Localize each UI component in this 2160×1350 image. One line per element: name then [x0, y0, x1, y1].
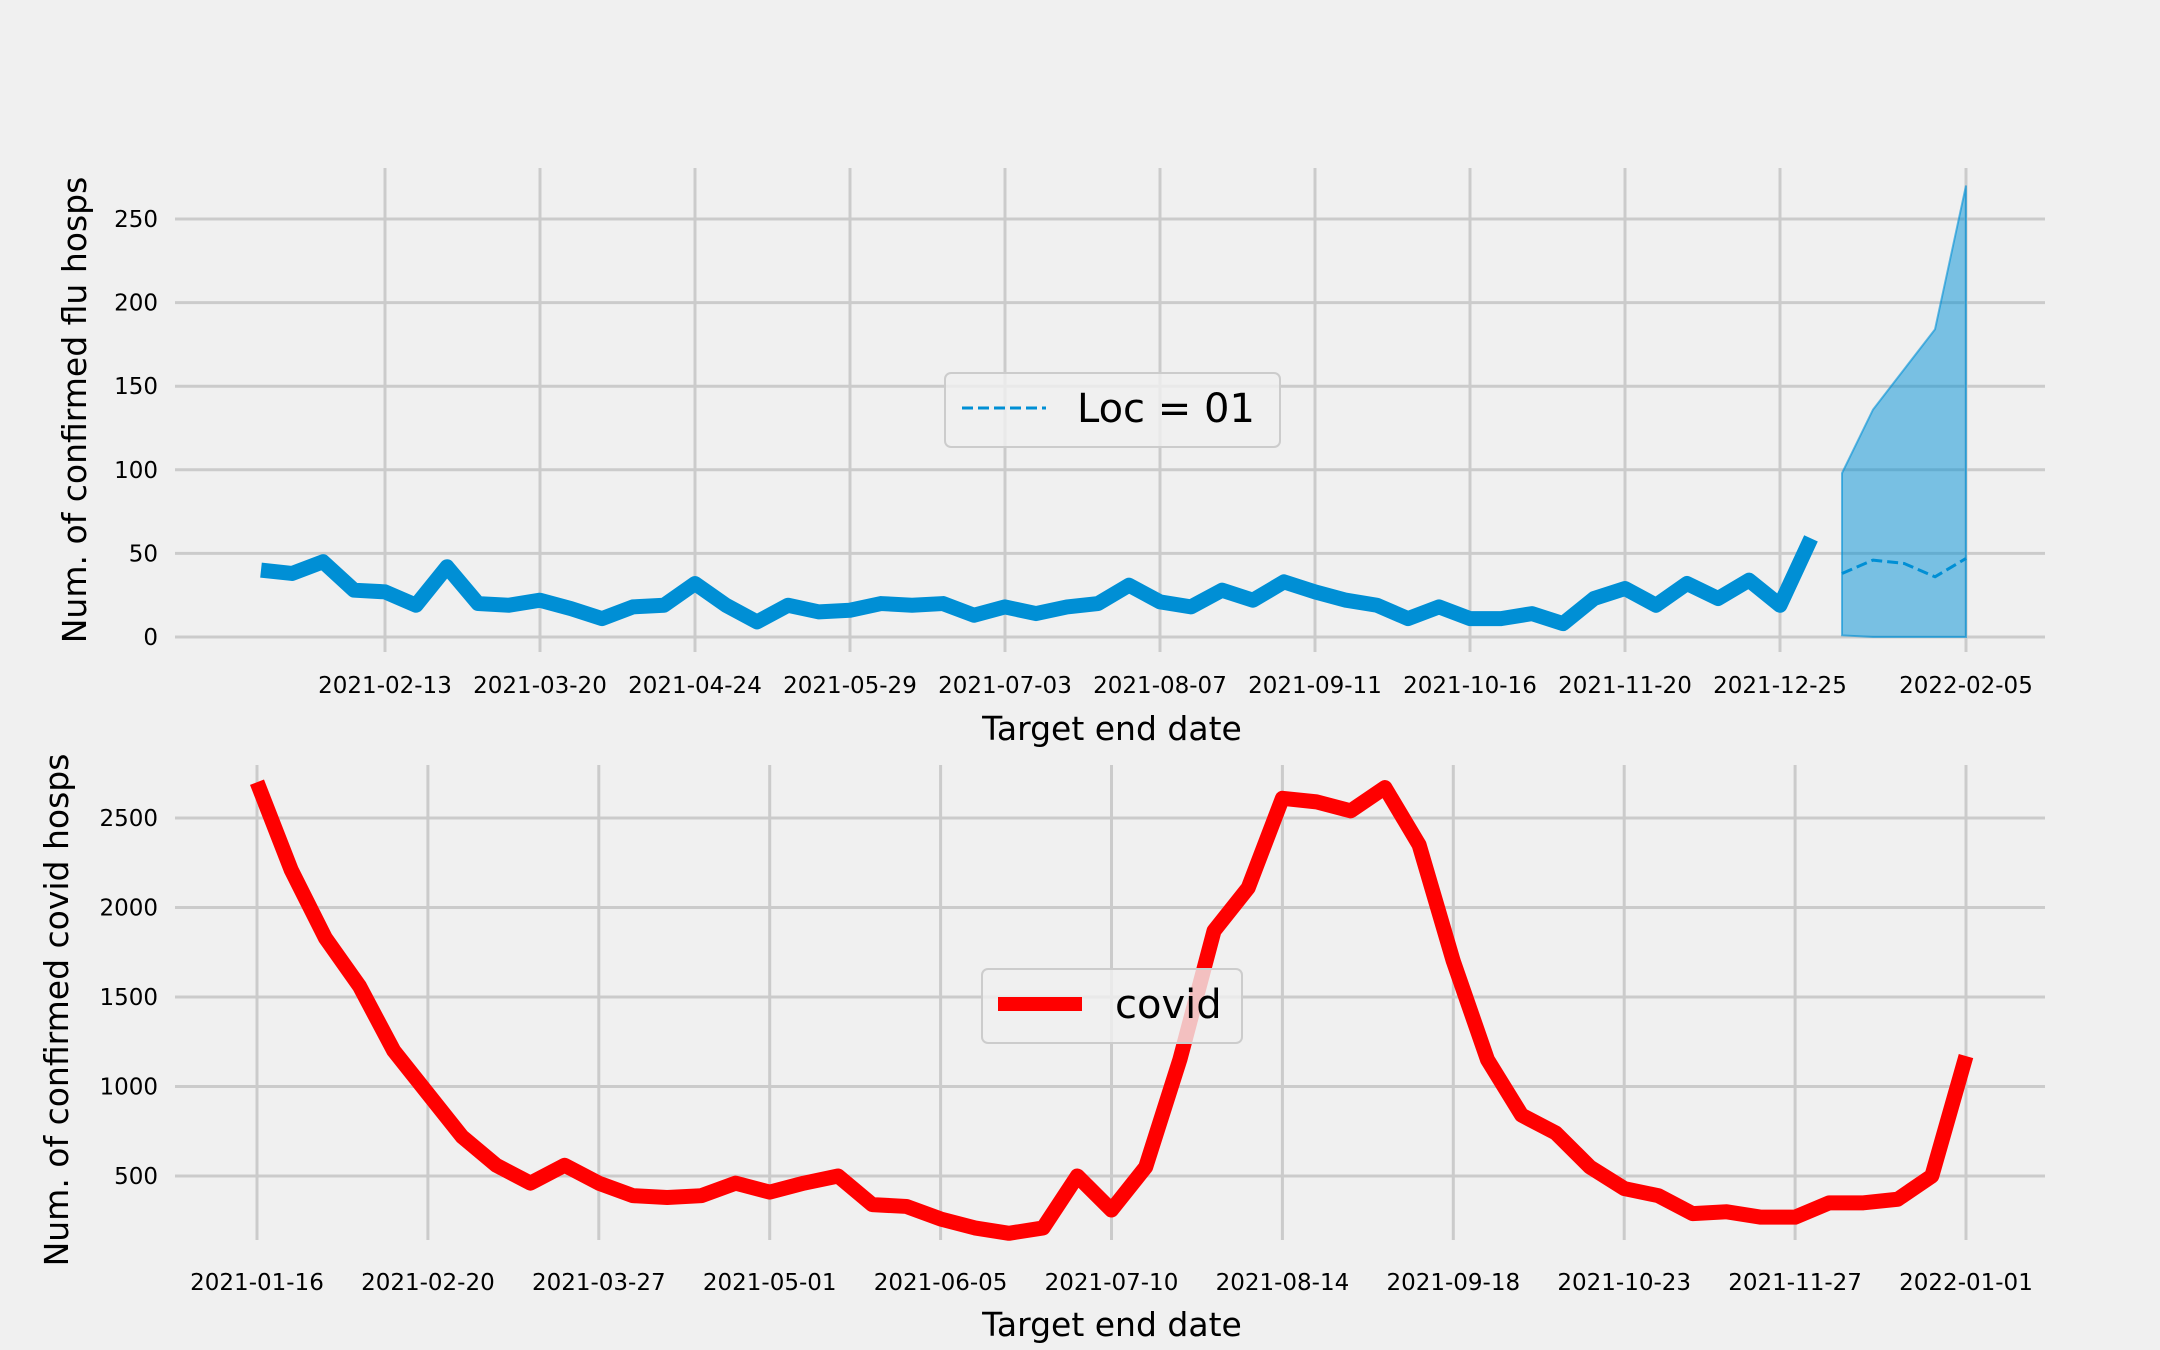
flu-x-tick-label: 2022-02-05: [1899, 673, 2033, 699]
covid-legend: covid: [981, 968, 1243, 1044]
flu-x-tick-label: 2021-08-07: [1093, 673, 1227, 699]
covid-x-tick-label: 2021-08-14: [1216, 1270, 1350, 1296]
flu-x-tick-label: 2021-02-13: [318, 673, 452, 699]
covid-y-tick-label: 1000: [99, 1075, 158, 1101]
flu-x-tick-label: 2021-07-03: [938, 673, 1072, 699]
flu-y-tick-label: 0: [143, 625, 158, 651]
flu-y-tick-label: 150: [114, 374, 158, 400]
flu-x-tick-label: 2021-03-20: [473, 673, 607, 699]
flu-x-tick-label: 2021-12-25: [1713, 673, 1847, 699]
flu-forecast-median-line: [1841, 557, 1967, 579]
covid-x-tick-label: 2022-01-01: [1899, 1270, 2033, 1296]
covid-x-tick-label: 2021-03-27: [532, 1270, 666, 1296]
flu-y-tick-label: 100: [114, 458, 158, 484]
flu-interval-band: [1841, 185, 1967, 638]
flu-y-tick-labels: 0 50 100 150 200 250: [114, 207, 158, 651]
covid-x-tick-label: 2021-07-10: [1045, 1270, 1179, 1296]
covid-chart: 500 1000 1500 2000 2500 2021-01-16 2021-02-20…: [37, 754, 2045, 1344]
flu-x-tick-label: 2021-10-16: [1403, 673, 1537, 699]
flu-x-tick-label: 2021-11-20: [1558, 673, 1692, 699]
covid-legend-box: [981, 968, 1243, 1044]
flu-y-axis-label: Num. of confirmed flu hosps: [55, 177, 94, 644]
covid-y-tick-label: 2000: [99, 896, 158, 922]
flu-series: [260, 535, 1967, 632]
covid-x-tick-label: 2021-11-27: [1728, 1270, 1862, 1296]
flu-x-tick-label: 2021-04-24: [628, 673, 762, 699]
covid-y-tick-label: 1500: [99, 985, 158, 1011]
covid-x-tick-label: 2021-10-23: [1557, 1270, 1691, 1296]
flu-x-tick-labels: 2021-02-13 2021-03-20 2021-04-24 2021-05-29…: [318, 673, 2033, 699]
flu-x-axis-label: Target end date: [981, 709, 1242, 748]
covid-grid: [175, 765, 2045, 1240]
flu-y-tick-label: 250: [114, 207, 158, 233]
covid-observed-line: [250, 779, 1974, 1241]
flu-x-tick-label: 2021-05-29: [783, 673, 917, 699]
covid-x-tick-label: 2021-05-01: [703, 1270, 837, 1296]
covid-y-axis-label: Num. of confirmed covid hosps: [37, 754, 76, 1267]
covid-x-tick-label: 2021-06-05: [874, 1270, 1008, 1296]
covid-x-tick-label: 2021-01-16: [190, 1270, 324, 1296]
covid-x-tick-label: 2021-09-18: [1386, 1270, 1520, 1296]
covid-legend-label: covid: [1115, 982, 1222, 1028]
covid-series: [250, 779, 1974, 1241]
covid-y-tick-label: 2500: [99, 806, 158, 832]
flu-legend-box: [944, 372, 1281, 448]
flu-observed-line: [260, 535, 1818, 632]
flu-prediction-interval: [1841, 185, 1967, 638]
covid-x-axis-label: Target end date: [981, 1305, 1242, 1344]
flu-legend: Loc = 01: [944, 372, 1281, 448]
flu-legend-label: Loc = 01: [1077, 386, 1255, 432]
covid-x-tick-label: 2021-02-20: [361, 1270, 495, 1296]
flu-y-tick-label: 200: [114, 291, 158, 317]
flu-y-tick-label: 50: [129, 541, 158, 567]
covid-y-tick-label: 500: [114, 1164, 158, 1190]
flu-x-tick-label: 2021-09-11: [1248, 673, 1382, 699]
covid-x-tick-labels: 2021-01-16 2021-02-20 2021-03-27 2021-05-01…: [190, 1270, 2033, 1296]
covid-y-tick-labels: 500 1000 1500 2000 2500: [99, 806, 158, 1190]
